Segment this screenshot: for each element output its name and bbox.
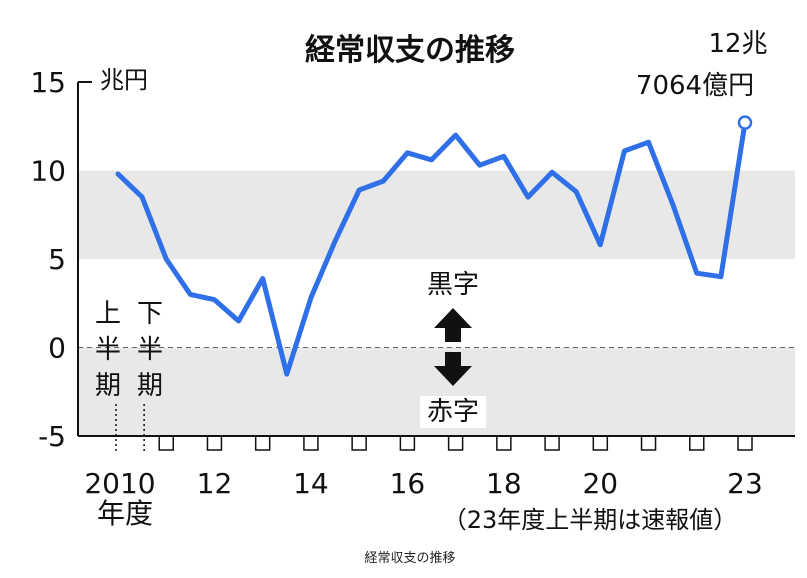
- deficit-label: 赤字: [427, 397, 479, 427]
- surplus-label: 黒字: [427, 270, 479, 300]
- y-tick-label: 0: [48, 332, 66, 365]
- latest-value-label-line1: 12兆: [708, 29, 767, 59]
- caption: 経常収支の推移: [364, 551, 455, 566]
- up-arrow-stem: [445, 328, 461, 342]
- x-year-tick: [206, 435, 223, 451]
- x-year-tick: [496, 435, 512, 451]
- y-unit-label: 兆円: [100, 66, 148, 94]
- down-arrow-stem: [445, 352, 461, 366]
- series-points: [117, 115, 753, 375]
- x-year-tick: [158, 435, 174, 451]
- latest-value-label-line2: 7064億円: [636, 71, 754, 101]
- x-year-tick: [737, 435, 753, 451]
- x-year-tick: [447, 435, 464, 451]
- surplus-label-bg: [420, 270, 486, 300]
- y-tick-label: 15: [30, 66, 66, 99]
- up-arrow-icon: [434, 308, 472, 328]
- half-period-marks: [115, 404, 145, 452]
- x-tick-label: 2010: [84, 467, 155, 500]
- chart-title: 経常収支の推移: [305, 33, 515, 68]
- x-tick-label: 12: [197, 467, 233, 500]
- y-tick-label: 10: [30, 155, 66, 188]
- y-tick-labels: 15 10 5 0 -5: [30, 66, 66, 453]
- surplus-deficit-indicator: 黒字 赤字: [420, 270, 486, 428]
- x-axis-label: 年度: [97, 497, 153, 530]
- x-tick-labels: 2010 12 14 16 18 20 23: [84, 467, 762, 500]
- x-tick-label: 14: [293, 467, 329, 500]
- first-half-char-1: 半: [95, 335, 121, 365]
- second-half-char-0: 下: [137, 299, 163, 329]
- x-year-tick: [592, 435, 609, 451]
- axes: [77, 81, 795, 451]
- x-year-tick: [303, 435, 319, 451]
- y-tick-label: -5: [38, 420, 66, 453]
- x-year-tick: [254, 435, 271, 451]
- note-label: （23年度上半期は速報値）: [443, 506, 738, 534]
- x-year-tick: [399, 435, 416, 451]
- x-year-tick: [544, 435, 560, 451]
- x-year-tick: [640, 435, 657, 451]
- first-half-char-2: 期: [95, 371, 121, 401]
- first-half-char-0: 上: [95, 299, 121, 329]
- second-half-char-2: 期: [137, 371, 163, 401]
- x-year-tick: [689, 435, 705, 451]
- down-arrow-icon: [434, 366, 472, 386]
- x-tick-label: 20: [582, 467, 618, 500]
- second-half-char-1: 半: [137, 335, 163, 365]
- deficit-label-bg: [420, 396, 486, 428]
- x-tick-label: 18: [486, 467, 522, 500]
- x-tick-label: 16: [390, 467, 426, 500]
- y-tick-label: 5: [48, 243, 66, 276]
- half-period-labels: 上 半 期 下 半 期: [95, 299, 163, 401]
- x-year-tick: [351, 435, 367, 451]
- latest-point: [737, 115, 753, 130]
- x-tick-label: 23: [727, 467, 763, 500]
